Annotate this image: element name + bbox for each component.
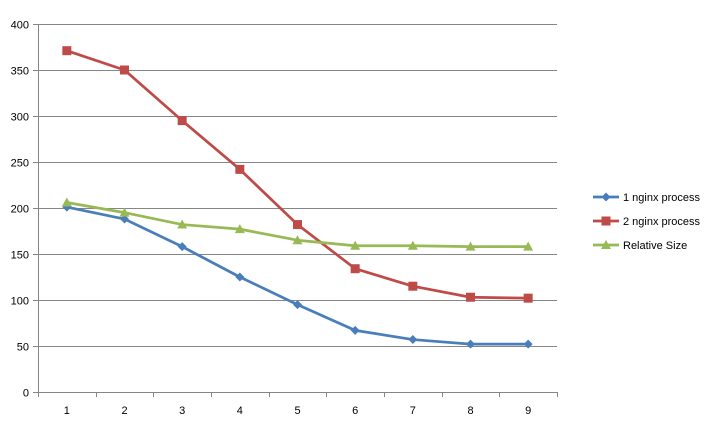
data-point: [466, 339, 475, 349]
x-tick-label: 6: [352, 405, 358, 417]
y-tick-label: 250: [11, 158, 29, 170]
data-point: [234, 224, 245, 234]
x-tick-label: 4: [237, 405, 243, 417]
data-point: [523, 241, 534, 251]
legend-marker: [601, 240, 611, 249]
x-tick-label: 1: [64, 405, 70, 417]
data-point: [235, 272, 245, 282]
data-point: [62, 46, 72, 56]
data-point: [350, 240, 361, 250]
data-point: [350, 264, 360, 274]
data-point: [350, 325, 360, 335]
data-point: [293, 220, 302, 230]
x-tick-label: 9: [525, 405, 531, 417]
axes: [33, 24, 558, 397]
y-axis-tick-labels: 0 50 100 150 200 250 300 350 400: [11, 20, 29, 400]
data-point: [465, 241, 476, 251]
legend-marker: [601, 216, 611, 226]
legend: 1 nginx process 2 nginx process Relative S…: [593, 192, 701, 252]
y-tick-label: 350: [11, 66, 29, 78]
legend-label: 2 nginx process: [623, 216, 701, 228]
x-tick-label: 2: [121, 405, 127, 417]
data-point: [177, 116, 187, 126]
y-tick-label: 200: [11, 204, 29, 216]
y-tick-label: 0: [23, 388, 29, 400]
data-point: [523, 339, 533, 349]
x-tick-label: 3: [179, 405, 185, 417]
series-3: [61, 197, 534, 251]
y-tick-label: 150: [11, 250, 29, 262]
data-point: [120, 214, 129, 224]
data-point: [177, 219, 188, 229]
series-line: [65, 49, 530, 300]
legend-item: 1 nginx process: [593, 192, 701, 204]
data-point: [120, 65, 129, 75]
data-point: [408, 335, 418, 345]
data-point: [292, 235, 303, 245]
data-point: [61, 197, 72, 207]
data-point: [523, 293, 533, 303]
y-tick-label: 400: [11, 20, 29, 32]
data-point: [293, 300, 302, 310]
data-point: [235, 164, 245, 174]
data-point: [119, 207, 130, 217]
legend-item: Relative Size: [593, 240, 687, 252]
x-tick-label: 7: [410, 405, 416, 417]
y-tick-label: 100: [11, 296, 29, 308]
data-point: [408, 281, 418, 291]
x-axis-tick-labels: 1 2 3 4 5 6 7 8 9: [64, 405, 531, 417]
data-point: [177, 242, 187, 252]
legend-marker: [601, 192, 611, 202]
x-tick-label: 5: [294, 405, 300, 417]
legend-label: 1 nginx process: [623, 192, 701, 204]
x-tick-label: 8: [467, 405, 473, 417]
data-point: [407, 240, 418, 250]
legend-label: Relative Size: [623, 240, 687, 252]
series-2: [62, 46, 533, 303]
y-tick-label: 50: [17, 342, 29, 354]
plot-series: [61, 46, 534, 349]
legend-item: 2 nginx process: [593, 216, 701, 228]
y-tick-label: 300: [11, 112, 29, 124]
data-point: [466, 292, 475, 302]
